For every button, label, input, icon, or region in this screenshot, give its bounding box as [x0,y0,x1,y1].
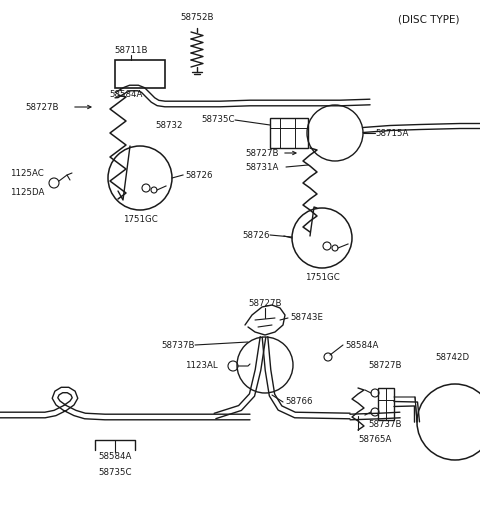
Bar [378,388,394,420]
Text: 58715A: 58715A [375,128,408,137]
Text: 58752B: 58752B [180,13,214,22]
Text: 1751GC: 1751GC [305,273,339,282]
Text: 58737B: 58737B [368,420,401,429]
Text: 58726: 58726 [185,171,213,180]
Text: 58727B: 58727B [248,299,282,308]
Text: 58584A: 58584A [345,340,378,349]
Text: 58711B: 58711B [114,46,148,55]
Bar [115,60,165,88]
Text: 58735C: 58735C [202,116,235,125]
Text: 58765A: 58765A [358,435,391,444]
Text: 1123AL: 1123AL [185,360,217,369]
Text: (DISC TYPE): (DISC TYPE) [398,14,460,24]
Text: 58732: 58732 [155,120,182,129]
Text: 1125DA: 1125DA [10,188,44,197]
Text: 1125AC: 1125AC [10,169,44,178]
Text: 58742D: 58742D [435,354,469,363]
Text: 58726: 58726 [242,231,270,240]
Text: 58584A: 58584A [98,452,132,461]
Text: 58727B: 58727B [245,148,278,157]
Text: 58766: 58766 [285,398,312,407]
Text: 58727B: 58727B [368,360,401,369]
Bar [270,118,308,148]
Text: 58737B: 58737B [161,340,195,349]
Text: 58727B: 58727B [25,102,59,111]
Text: 58735C: 58735C [98,468,132,477]
Text: 58584A: 58584A [109,90,143,99]
Text: 58731A: 58731A [245,163,278,172]
Text: 1751GC: 1751GC [122,215,157,224]
Text: 58743E: 58743E [290,314,323,322]
